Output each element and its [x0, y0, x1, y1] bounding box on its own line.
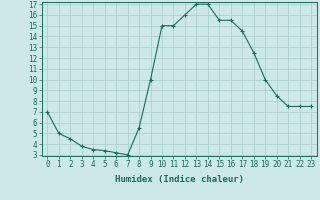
- X-axis label: Humidex (Indice chaleur): Humidex (Indice chaleur): [115, 175, 244, 184]
